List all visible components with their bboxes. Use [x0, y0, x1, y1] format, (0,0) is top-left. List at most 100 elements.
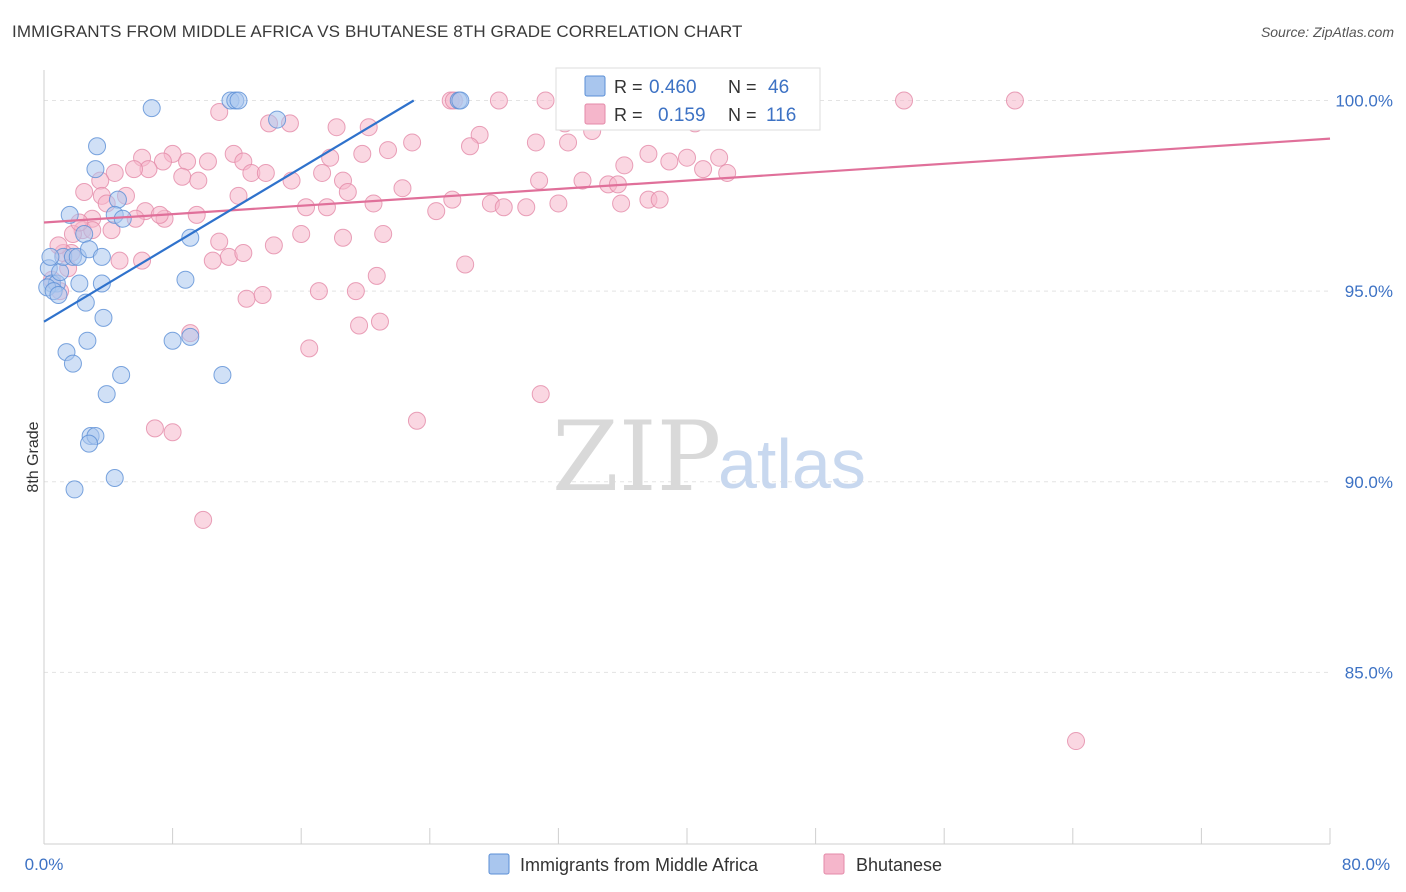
- middle-africa-point: [92, 247, 111, 266]
- bhutanese-point: [189, 171, 208, 190]
- bhutanese-point: [292, 224, 311, 243]
- bhutanese-point: [367, 266, 386, 285]
- bhutanese-point: [494, 198, 513, 217]
- bhutanese-point: [198, 152, 217, 171]
- series-legend-label-2: Bhutanese: [856, 855, 942, 875]
- bhutanese-point: [145, 419, 164, 438]
- trend-lines: [43, 99, 1331, 323]
- middle-africa-point: [75, 224, 94, 243]
- middle-africa-point: [63, 354, 82, 373]
- middle-africa-point: [181, 228, 200, 247]
- bhutanese-point: [210, 232, 229, 251]
- bhutanese-point: [612, 194, 631, 213]
- bhutanese-point: [427, 202, 446, 221]
- bhutanese-trend-line: [43, 137, 1331, 224]
- bhutanese-point: [407, 411, 426, 430]
- bhutanese-point: [353, 144, 372, 163]
- middle-africa-point: [70, 274, 89, 293]
- bhutanese-point: [639, 144, 658, 163]
- bhutanese-point: [1005, 91, 1024, 110]
- bhutanese-point: [203, 251, 222, 270]
- bhutanese-point: [234, 244, 253, 263]
- bhutanese-point: [710, 148, 729, 167]
- middle-africa-point: [229, 91, 248, 110]
- middle-africa-point: [60, 205, 79, 224]
- y-tick-label: 90.0%: [1345, 473, 1393, 492]
- bhutanese-point: [517, 198, 536, 217]
- bhutanese-point: [256, 163, 275, 182]
- legend-r-value-1: 0.460: [649, 77, 697, 98]
- bhutanese-point: [650, 190, 669, 209]
- legend-r-label-1: R =: [614, 77, 643, 97]
- bhutanese-point: [194, 510, 213, 529]
- bhutanese-point: [313, 163, 332, 182]
- series-legend-label-1: Immigrants from Middle Africa: [520, 855, 759, 875]
- legend-n-label-2: N =: [728, 105, 757, 125]
- bhutanese-point: [379, 141, 398, 160]
- bhutanese-point: [210, 102, 229, 121]
- watermark-zip: ZIP: [552, 401, 721, 513]
- middle-africa-point: [92, 274, 111, 293]
- bhutanese-point: [264, 236, 283, 255]
- bhutanese-point: [178, 152, 197, 171]
- bhutanese-point: [895, 91, 914, 110]
- bhutanese-point: [297, 198, 316, 217]
- bhutanese-point: [559, 133, 578, 152]
- bhutanese-point: [110, 251, 129, 270]
- bhutanese-point: [615, 156, 634, 175]
- bhutanese-point: [309, 282, 328, 301]
- bhutanese-point: [187, 205, 206, 224]
- bhutanese-point: [333, 228, 352, 247]
- y-tick-label: 100.0%: [1335, 92, 1393, 111]
- y-tick-labels: 85.0% 90.0% 95.0% 100.0%: [1335, 92, 1393, 683]
- bhutanese-point: [237, 289, 256, 308]
- middle-africa-point: [105, 468, 124, 487]
- bhutanese-point: [549, 194, 568, 213]
- bhutanese-point: [530, 171, 549, 190]
- watermark: ZIP atlas: [552, 401, 866, 513]
- stats-legend: R = 0.460 N = 46 R = 0.159 N = 116: [555, 67, 821, 131]
- middle-africa-point: [49, 285, 68, 304]
- middle-africa-trend-line: [43, 99, 415, 323]
- bhutanese-point: [536, 91, 555, 110]
- x-tick-label-min: 0.0%: [25, 855, 64, 874]
- middle-africa-point: [51, 263, 70, 282]
- y-axis-label: 8th Grade: [25, 421, 42, 492]
- middle-africa-point: [268, 110, 287, 129]
- middle-africa-point: [112, 366, 131, 385]
- bhutanese-point: [300, 339, 319, 358]
- x-ticks: [172, 828, 1331, 844]
- middle-africa-point: [86, 160, 105, 179]
- bhutanese-point: [125, 160, 144, 179]
- bhutanese-point: [370, 312, 389, 331]
- x-tick-label-max: 80.0%: [1342, 855, 1390, 874]
- middle-africa-point: [176, 270, 195, 289]
- bhutanese-point: [374, 224, 393, 243]
- middle-africa-point: [142, 99, 161, 118]
- legend-swatch-blue: [584, 75, 606, 97]
- legend-r-label-2: R =: [614, 105, 643, 125]
- y-tick-label: 95.0%: [1345, 282, 1393, 301]
- bhutanese-point: [364, 194, 383, 213]
- bhutanese-point: [531, 385, 550, 404]
- bhutanese-point: [346, 282, 365, 301]
- middle-africa-point: [181, 327, 200, 346]
- legend-n-label-1: N =: [728, 77, 757, 97]
- middle-africa-point: [88, 137, 107, 156]
- middle-africa-point: [78, 331, 97, 350]
- bhutanese-point: [75, 183, 94, 202]
- bhutanese-point: [163, 423, 182, 442]
- bhutanese-point: [443, 190, 462, 209]
- bhutanese-point: [694, 160, 713, 179]
- bhutanese-point: [678, 148, 696, 167]
- middle-africa-point: [97, 385, 116, 404]
- bhutanese-point: [105, 163, 124, 182]
- bhutanese-point: [573, 171, 592, 190]
- y-tick-label: 85.0%: [1345, 663, 1393, 682]
- series-legend: Immigrants from Middle Africa Bhutanese: [488, 853, 942, 875]
- source-label: Source: ZipAtlas.com: [1260, 24, 1394, 40]
- legend-n-value-2: 116: [766, 105, 796, 126]
- series-legend-swatch-pink: [823, 853, 845, 875]
- bhutanese-point: [153, 152, 172, 171]
